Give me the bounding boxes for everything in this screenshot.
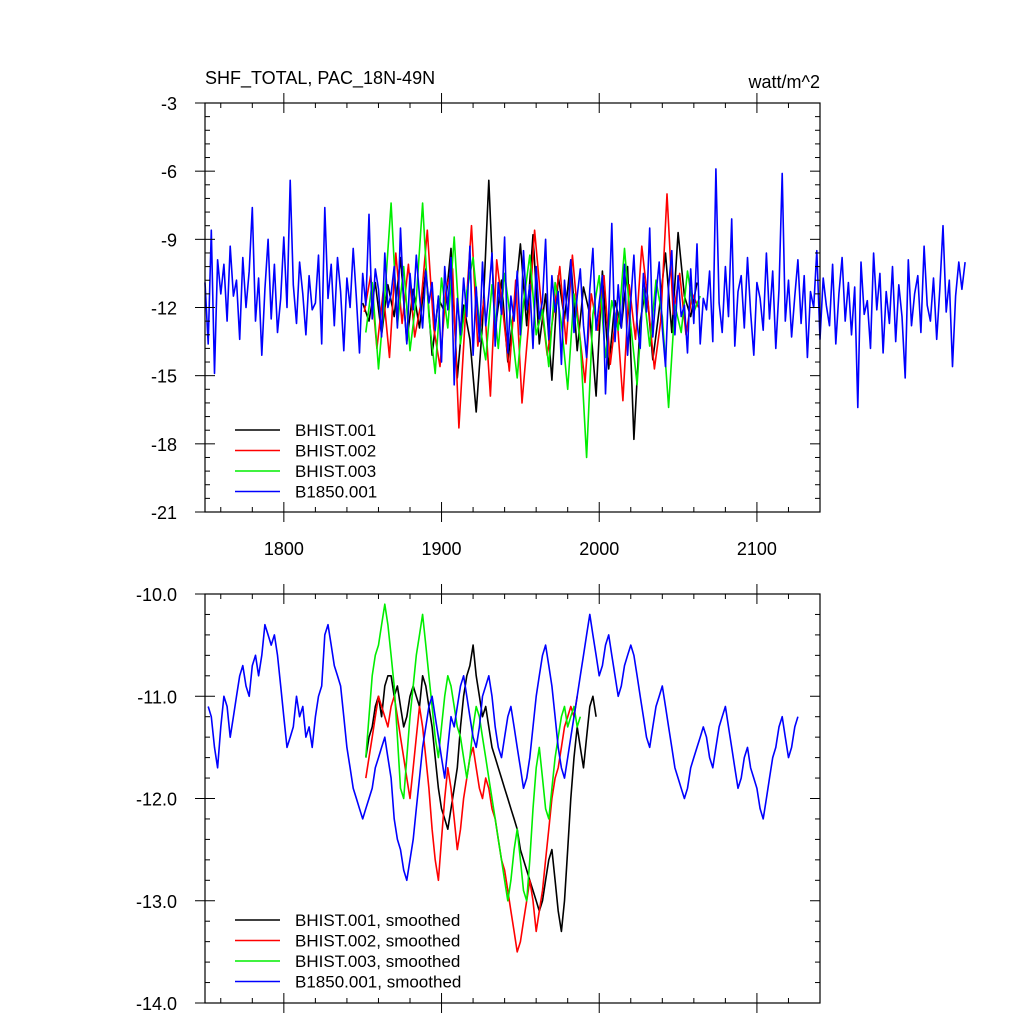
series-line-1-2: [365, 603, 582, 902]
series-line-0-2: [365, 202, 701, 459]
x-tick-label: 2000: [579, 539, 619, 559]
legend-label: BHIST.003: [295, 462, 376, 481]
y-tick-label: -15: [151, 367, 177, 387]
y-tick-label: -13.0: [136, 892, 177, 912]
legend-label: BHIST.001, smoothed: [295, 911, 460, 930]
y-tick-label: -11.0: [137, 687, 177, 707]
chart-title: SHF_TOTAL, PAC_18N-49N: [205, 68, 435, 89]
legend-label: B1850.001, smoothed: [295, 973, 461, 992]
y-tick-label: -12: [151, 299, 177, 319]
series-line-0-3: [204, 168, 966, 409]
chart-units: watt/m^2: [748, 72, 820, 92]
y-tick-label: -12.0: [136, 790, 177, 810]
panel-shf-total-smoothed: -14.0 -13.0 -12.0 -11.0 -10.0 BHIST.001, smoo…: [136, 584, 821, 1014]
legend-label: BHIST.003, smoothed: [295, 952, 460, 971]
plot-area-top: -21 -18 -15 -12 -9 -6 -3 1800 1900 2000 2100 BHIST.…: [151, 93, 966, 559]
x-tick-label: 1900: [422, 539, 462, 559]
legend-label: BHIST.002: [295, 442, 376, 461]
panel-shf-total-raw: SHF_TOTAL, PAC_18N-49N watt/m^2 -21 -18 -1…: [151, 68, 966, 559]
series-line-1-1: [365, 695, 578, 953]
y-tick-label: -9: [161, 230, 177, 250]
y-tick-label: -21: [151, 503, 177, 523]
y-tick-label: -6: [161, 162, 177, 182]
y-tick-label: -14.0: [136, 994, 177, 1014]
x-tick-label: 2100: [737, 539, 777, 559]
legend-label: B1850.001: [295, 483, 377, 502]
legend-label: BHIST.001: [295, 421, 376, 440]
series-line-1-3: [207, 613, 799, 882]
y-tick-label: -10.0: [136, 585, 177, 605]
legend-label: BHIST.002, smoothed: [295, 932, 460, 951]
plot-area-bottom: -14.0 -13.0 -12.0 -11.0 -10.0 BHIST.001, smoo…: [136, 584, 821, 1014]
y-tick-label: -18: [151, 435, 177, 455]
y-tick-label: -3: [161, 94, 177, 114]
x-tick-label: 1800: [264, 539, 304, 559]
